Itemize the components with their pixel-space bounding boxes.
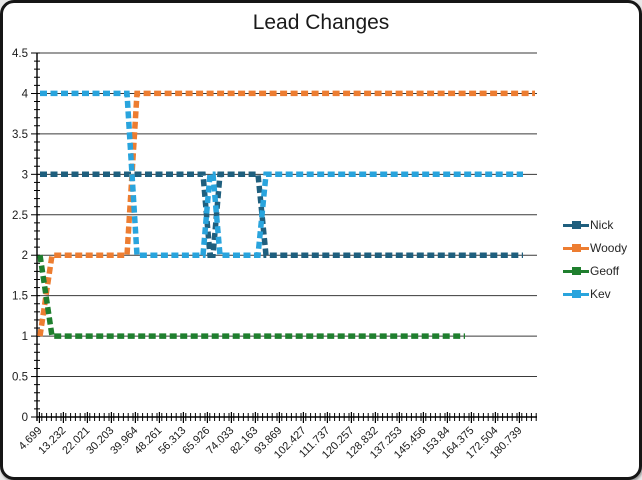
y-tick-label: 3.5 <box>12 129 28 141</box>
woody-series-marker-icon <box>563 241 589 255</box>
chart-title: Lead Changes <box>252 11 390 34</box>
kev-series-marker-icon <box>563 287 589 301</box>
series-line-nick <box>40 171 523 258</box>
legend-item-woody: Woody <box>563 241 627 255</box>
y-tick-label: 4 <box>22 88 29 100</box>
legend-item-kev: Kev <box>563 287 627 301</box>
y-tick-label: 2 <box>22 250 28 262</box>
series-line-kev <box>40 90 523 258</box>
y-tick-label: 2.5 <box>12 210 28 222</box>
series-line-geoff <box>37 254 465 339</box>
series-line-woody <box>37 90 535 337</box>
legend-label-geoff: Geoff <box>590 264 620 278</box>
geoff-series-marker-icon <box>563 264 589 278</box>
y-tick-label: 0.5 <box>12 372 28 384</box>
legend-label-nick: Nick <box>590 218 614 232</box>
chart-plot-area: 00.511.522.533.544.54.69913.23222.02130.… <box>12 48 537 461</box>
y-tick-label: 4.5 <box>12 48 28 60</box>
legend-label-kev: Kev <box>590 287 611 301</box>
y-tick-label: 1 <box>22 331 28 343</box>
nick-series-marker-icon <box>563 218 589 232</box>
y-tick-label: 0 <box>22 412 28 424</box>
legend: Nick Woody Geoff Kev <box>563 218 627 310</box>
legend-item-nick: Nick <box>563 218 627 232</box>
legend-item-geoff: Geoff <box>563 264 627 278</box>
y-tick-label: 1.5 <box>12 291 28 303</box>
legend-label-woody: Woody <box>590 241 628 255</box>
y-tick-label: 3 <box>22 169 28 181</box>
